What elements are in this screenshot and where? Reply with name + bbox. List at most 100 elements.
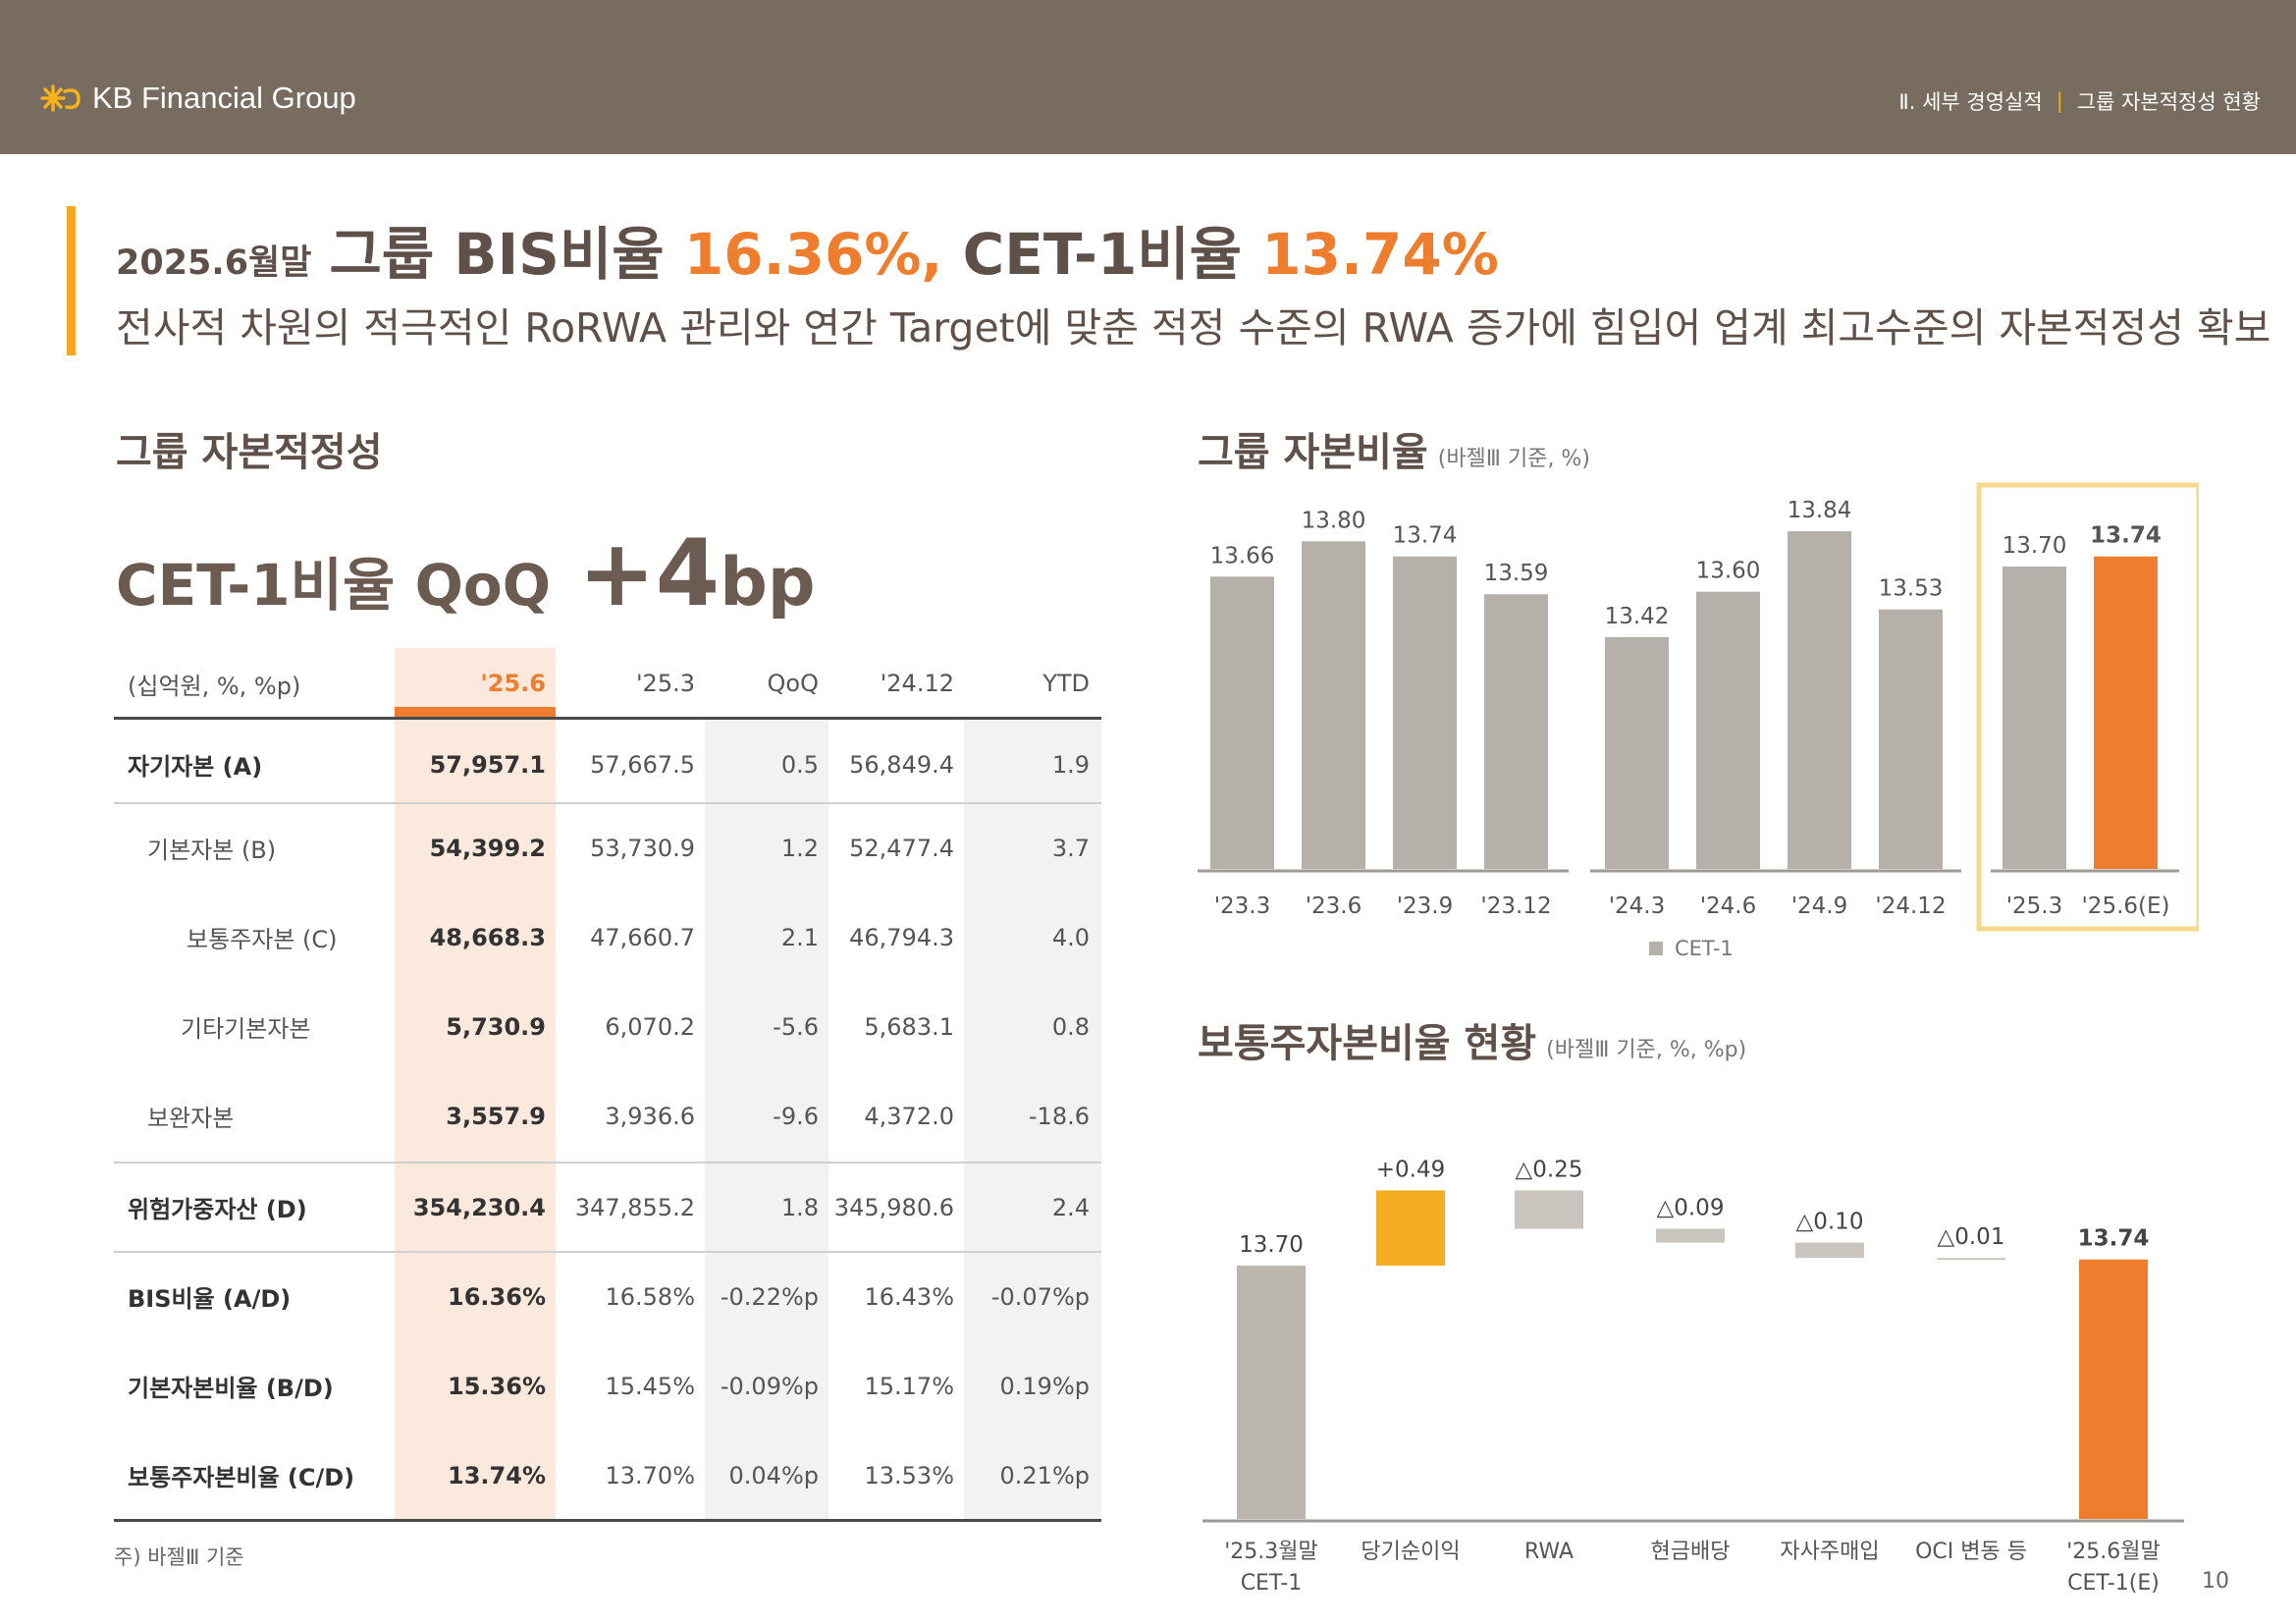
cell: 3,557.9 (446, 1102, 546, 1130)
waterfall-value-label: △0.25 (1516, 1157, 1583, 1182)
table-row: 보통주자본 (C) 48,668.3 47,660.7 2.1 46,794.3… (114, 893, 1101, 982)
chart2-title: 보통주자본비율 현황 (1198, 1021, 1537, 1066)
headline-text-1: 그룹 BIS비율 (329, 221, 684, 288)
table-row: 기본자본 (B) 54,399.2 53,730.9 1.2 52,477.4 … (114, 803, 1101, 893)
x-tick-label: CET-1(E) (2067, 1571, 2160, 1596)
cell: 0.19%p (999, 1372, 1090, 1400)
headline-bis-value: 16.36%, (683, 221, 943, 288)
cell: 1.2 (780, 834, 819, 862)
bar (1879, 609, 1943, 869)
cell: 354,230.4 (412, 1193, 546, 1221)
legend-swatch (1649, 942, 1663, 955)
waterfall-bar (1795, 1242, 1864, 1259)
cell: -18.6 (1028, 1102, 1090, 1130)
qoq-column-shade (705, 720, 828, 1520)
table-row: BIS비율 (A/D) 16.36% 16.58% -0.22%p 16.43%… (114, 1252, 1101, 1341)
cell: 16.43% (864, 1282, 954, 1311)
row-label: 기타기본자본 (181, 1015, 311, 1043)
bar (1302, 541, 1365, 869)
breadcrumb-section[interactable]: Ⅱ. 세부 경영실적 (1898, 90, 2043, 114)
capital-ratio-chart-title: 그룹 자본비율 (바젤Ⅲ 기준, %) (1198, 420, 1590, 477)
cell: 1.8 (780, 1193, 819, 1221)
top-bar: KB Financial Group Ⅱ. 세부 경영실적 | 그룹 자본적정성… (0, 0, 2296, 154)
headline-cet1-value: 13.74% (1261, 221, 1499, 288)
row-label: 위험가중자산 (D) (128, 1196, 307, 1223)
bar (1696, 591, 1760, 869)
bar-value-label: 13.53 (1879, 576, 1944, 602)
capital-ratio-bar-chart: 13.66 '23.3 13.80 '23.6 13.74 '23.9 13.59 '23.1… (1198, 482, 2199, 960)
table-row: 자기자본 (A) 57,957.1 57,667.5 0.5 56,849.4 … (114, 720, 1101, 809)
table-header-col: '25.3 (635, 670, 695, 697)
cell: 13.74% (448, 1461, 546, 1489)
bar-value-label: 13.74 (1393, 523, 1458, 549)
x-tick-label: '24.9 (1791, 893, 1848, 919)
table-bottom-rule (114, 1519, 1101, 1522)
bar (2094, 556, 2158, 869)
bar-value-label: 13.70 (2002, 533, 2067, 559)
cell: 347,855.2 (574, 1193, 695, 1221)
headline-subtitle: 전사적 차원의 적극적인 RoRWA 관리와 연간 Target에 맞춘 적정 … (116, 304, 2271, 352)
table-rule (114, 1162, 1101, 1164)
legend-label: CET-1 (1675, 937, 1734, 960)
x-tick-label: '24.6 (1700, 893, 1757, 919)
cell: 1.9 (1051, 750, 1090, 779)
table-row: 보완자본 3,557.9 3,936.6 -9.6 4,372.0 -18.6 (114, 1071, 1101, 1161)
row-label: 보통주자본비율 (C/D) (128, 1464, 355, 1491)
table-header-row: (십억원, %, %p) '25.6 '25.3 QoQ '24.12 YTD (114, 648, 1101, 719)
kpi-label: CET-1비율 QoQ (116, 552, 552, 619)
breadcrumb: Ⅱ. 세부 경영실적 | 그룹 자본적정성 현황 (1898, 86, 2261, 116)
x-tick-label: CET-1 (1241, 1571, 1303, 1596)
table-top-rule (114, 717, 1101, 720)
cell: 4.0 (1051, 923, 1090, 951)
headline: 2025.6월말 그룹 BIS비율 16.36%, CET-1비율 13.74% (116, 208, 1499, 291)
cell: 0.8 (1051, 1012, 1090, 1041)
x-tick-label: OCI 변동 등 (1915, 1540, 2027, 1564)
bar-value-label: 13.84 (1788, 498, 1852, 523)
cell: 16.58% (605, 1282, 695, 1311)
x-tick-label: '24.3 (1609, 893, 1666, 919)
cell: 54,399.2 (429, 834, 546, 862)
x-tick-label: 현금배당 (1651, 1540, 1731, 1564)
cell: 6,070.2 (605, 1012, 695, 1041)
chart1-subtitle: (바젤Ⅲ 기준, %) (1437, 447, 1590, 471)
cell: 4,372.0 (864, 1102, 954, 1130)
cell: 5,683.1 (864, 1012, 954, 1041)
cell: 0.5 (780, 750, 819, 779)
x-tick-label: '24.12 (1875, 893, 1946, 919)
table-header-col: '24.12 (880, 670, 954, 697)
headline-date: 2025.6월말 (116, 244, 312, 283)
cell: 15.45% (605, 1372, 695, 1400)
headline-accent-bar (67, 206, 76, 355)
cell: 13.70% (605, 1461, 695, 1489)
cell: 3,936.6 (605, 1102, 695, 1130)
x-tick-label: '23.12 (1480, 893, 1551, 919)
cell: 2.4 (1051, 1193, 1090, 1221)
cell: -9.6 (773, 1102, 819, 1130)
x-tick-label: '23.3 (1214, 893, 1271, 919)
table-row: 보통주자본비율 (C/D) 13.74% 13.70% 0.04%p 13.53… (114, 1431, 1101, 1520)
table-rule (114, 802, 1101, 804)
x-tick-label: 당기순이익 (1361, 1540, 1460, 1564)
row-label: 자기자본 (A) (128, 753, 263, 781)
cell: -0.09%p (720, 1372, 819, 1400)
breadcrumb-separator: | (2056, 89, 2063, 113)
breadcrumb-page[interactable]: 그룹 자본적정성 현황 (2076, 90, 2261, 114)
waterfall-bar (1937, 1258, 2005, 1261)
bar-value-label: 13.74 (2090, 523, 2162, 549)
waterfall-value-label: △0.01 (1938, 1224, 2005, 1250)
cell: 15.17% (864, 1372, 954, 1400)
kb-logo[interactable]: KB Financial Group (39, 81, 356, 116)
waterfall-value-label: 13.74 (2078, 1226, 2150, 1252)
bar-value-label: 13.42 (1605, 604, 1670, 629)
kpi-cet1-qoq: CET-1비율 QoQ +4 bp (116, 520, 816, 627)
chart2-subtitle: (바젤Ⅲ 기준, %, %p) (1546, 1038, 1747, 1062)
cell: -0.22%p (720, 1282, 819, 1311)
headline-text-2: CET-1비율 (942, 221, 1262, 288)
current-column-marker (395, 707, 556, 720)
cell: 345,980.6 (833, 1193, 954, 1221)
cell: 16.36% (448, 1282, 546, 1311)
kpi-unit: bp (720, 544, 816, 622)
cell: 53,730.9 (590, 834, 695, 862)
x-tick-label: '23.6 (1306, 893, 1362, 919)
row-label: BIS비율 (A/D) (128, 1285, 292, 1313)
